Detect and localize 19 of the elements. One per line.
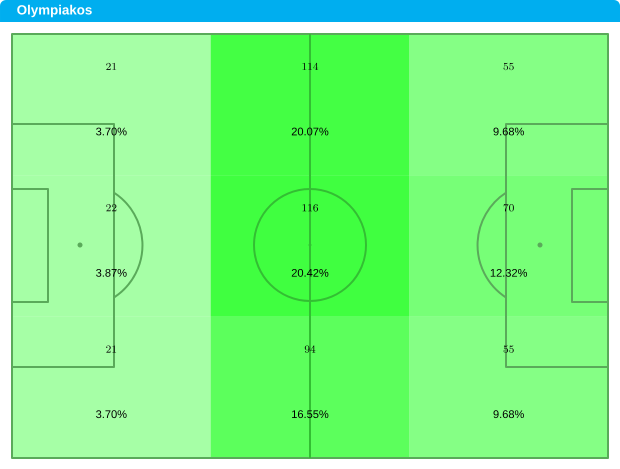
annotation: 9.68%	[494, 128, 524, 136]
data-label: 114	[302, 62, 318, 70]
data-label: 116	[302, 204, 318, 212]
annotation: 20.42%	[292, 268, 328, 277]
data-label: 21	[106, 346, 116, 353]
annotation: 12.32%	[490, 268, 528, 277]
data-label: 21	[106, 62, 116, 70]
data-label: 22	[106, 204, 116, 212]
annotation: 3.70%	[96, 410, 127, 418]
data-label: 55	[504, 346, 514, 353]
data-label: 70	[504, 204, 514, 212]
annotation: 9.68%	[494, 410, 524, 418]
data-label: 55	[504, 62, 514, 70]
data-label: 94	[304, 345, 316, 353]
annotation: 3.87%	[96, 268, 127, 277]
chart-title: Olympiakos	[17, 4, 92, 18]
annotation: 16.55%	[292, 410, 328, 418]
annotation: 3.70%	[96, 128, 127, 136]
annotation: 20.07%	[292, 128, 328, 136]
